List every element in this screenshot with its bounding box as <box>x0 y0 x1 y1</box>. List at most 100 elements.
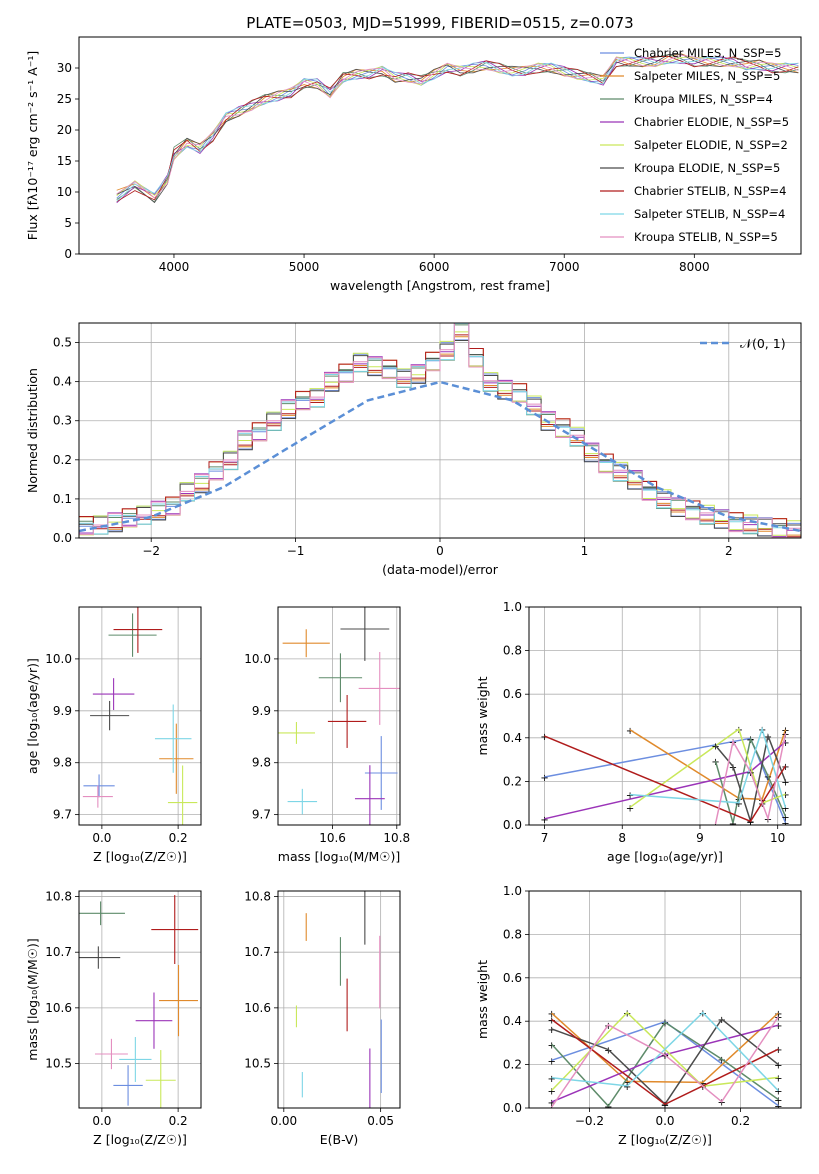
legend-label: 𝒩(0, 1) <box>740 336 786 351</box>
weight-marker: + <box>547 1015 555 1026</box>
x-axis-label: Z [log₁₀(Z/Z☉)] <box>93 849 187 864</box>
plot-mass-weight-age: 7 8 9 10 0.0 0.2 0.4 0.6 0.8 1.0 age [log₁₀(age/yr… <box>475 600 802 864</box>
x-axis-label: E(B-V) <box>320 1132 359 1147</box>
weight-marker: + <box>774 1073 782 1084</box>
x-tick-label: 0.0 <box>92 1114 111 1128</box>
legend-label: Kroupa ELODIE, N_SSP=5 <box>634 161 780 175</box>
y-tick-label: 0.4 <box>503 731 522 745</box>
plot-area <box>82 607 198 825</box>
y-tick-label: 10.5 <box>45 1056 72 1070</box>
y-tick-label: 20 <box>57 123 72 137</box>
plot-spectrum: 4000 5000 6000 7000 8000 0 5 10 15 20 25 30 waveleng… <box>25 36 802 293</box>
y-tick-label: 0 <box>64 247 72 261</box>
y-axis-label: mass [log₁₀(M/M☉)] <box>25 938 40 1060</box>
weight-marker: + <box>699 1078 707 1089</box>
x-tick-label: 10.6 <box>319 831 346 845</box>
legend: Chabrier MILES, N_SSP=5 Salpeter MILES, N… <box>600 46 789 244</box>
y-tick-label: 0.2 <box>53 453 72 467</box>
weight-marker: + <box>717 1098 725 1109</box>
series-line <box>116 55 799 203</box>
weight-marker: + <box>781 762 789 773</box>
weight-marker: + <box>717 1055 725 1066</box>
weight-line <box>551 1011 779 1092</box>
y-tick-label: 0.0 <box>503 818 522 832</box>
axes-frame <box>528 890 802 1109</box>
y-tick-label: 0.4 <box>53 375 72 389</box>
y-tick-label: 0.0 <box>53 531 72 545</box>
weight-marker: + <box>626 726 634 737</box>
y-tick-label: 1.0 <box>503 884 522 898</box>
x-tick-label: 8000 <box>679 260 710 274</box>
legend-label: Chabrier STELIB, N_SSP=4 <box>634 184 786 198</box>
y-tick-label: 10.0 <box>244 652 271 666</box>
y-tick-label: 9.8 <box>53 756 72 770</box>
y-tick-label: 0.2 <box>503 1058 522 1072</box>
weight-marker: + <box>781 813 789 824</box>
weight-marker: + <box>547 1086 555 1097</box>
x-tick-label: 7 <box>541 831 549 845</box>
y-tick-label: 10.0 <box>45 652 72 666</box>
x-tick-label: 7000 <box>549 260 580 274</box>
axes-frame <box>78 322 802 539</box>
weight-marker: + <box>540 815 548 826</box>
x-tick-label: 0.05 <box>367 1114 394 1128</box>
plot-residuals: −2 −1 0 1 2 0.0 0.1 0.2 0.3 0.4 0.5 (data-model)/er… <box>25 322 802 577</box>
x-tick-label: 6000 <box>419 260 450 274</box>
y-tick-label: 10.6 <box>45 1001 72 1015</box>
weight-marker: + <box>623 1082 631 1093</box>
weight-marker: + <box>735 799 743 810</box>
y-tick-label: 0.6 <box>503 687 522 701</box>
weight-marker: + <box>774 1096 782 1107</box>
axes-frame <box>277 606 401 826</box>
weight-marker: + <box>540 732 548 743</box>
y-tick-label: 15 <box>57 154 72 168</box>
weight-line <box>544 741 786 820</box>
x-tick-label: 0.2 <box>731 1114 750 1128</box>
figure-title: PLATE=0503, MJD=51999, FIBERID=0515, z=0… <box>246 14 633 32</box>
weight-marker: + <box>781 738 789 749</box>
weight-marker: + <box>623 1077 631 1088</box>
y-tick-label: 9.9 <box>53 704 72 718</box>
plot-area: +++++ +++++++++++++++++++++++++++++++ <box>547 1009 782 1109</box>
plot-area: +++++ +++++++++++++++++++++++++++++++ <box>540 725 789 826</box>
weight-marker: + <box>781 790 789 801</box>
plot-area <box>79 323 801 538</box>
x-tick-label: 0 <box>436 544 444 558</box>
legend-label: Salpeter ELODIE, N_SSP=2 <box>634 138 788 152</box>
plot-area <box>116 53 799 204</box>
y-tick-label: 10 <box>57 185 72 199</box>
legend-label: Chabrier MILES, N_SSP=5 <box>634 46 781 60</box>
y-axis-label: Flux [fλ10⁻¹⁷ erg cm⁻² s⁻¹ A⁻¹] <box>25 51 40 240</box>
y-tick-label: 25 <box>57 92 72 106</box>
weight-marker: + <box>661 1018 669 1029</box>
x-tick-label: 1 <box>581 544 589 558</box>
weight-marker: + <box>661 1051 669 1062</box>
y-tick-label: 10.7 <box>244 945 271 959</box>
axes-frame <box>528 606 802 826</box>
weight-marker: + <box>711 742 719 753</box>
x-tick-label: 4000 <box>159 260 190 274</box>
x-tick-label: 9 <box>696 831 704 845</box>
chart-layer: 4000 5000 6000 7000 8000051015202530waveleng… <box>25 36 802 1147</box>
weight-marker: + <box>547 1040 555 1051</box>
x-axis-label: mass [log₁₀(M/M☉)] <box>278 849 400 864</box>
weight-marker: + <box>774 1087 782 1098</box>
x-tick-label: 10.8 <box>383 831 410 845</box>
weight-marker: + <box>623 1009 631 1020</box>
weight-marker: + <box>717 1015 725 1026</box>
weight-marker: + <box>661 1051 669 1062</box>
axes-frame <box>78 606 202 826</box>
plot-age-mass: 10.6 10.8 9.7 9.8 9.9 10.0 mass [log₁₀(M/M☉)] <box>244 606 410 864</box>
weight-marker: + <box>547 1074 555 1085</box>
y-tick-label: 10.8 <box>45 890 72 904</box>
normal-reference-curve <box>79 380 801 533</box>
weight-marker: + <box>604 1046 612 1057</box>
weight-line <box>629 729 787 801</box>
x-tick-label: −0.2 <box>575 1114 604 1128</box>
y-tick-label: 1.0 <box>503 600 522 614</box>
y-axis-label: Normed distribution <box>25 368 40 493</box>
series-line <box>116 54 799 199</box>
y-tick-label: 0.6 <box>503 971 522 985</box>
weight-marker: + <box>547 1025 555 1036</box>
